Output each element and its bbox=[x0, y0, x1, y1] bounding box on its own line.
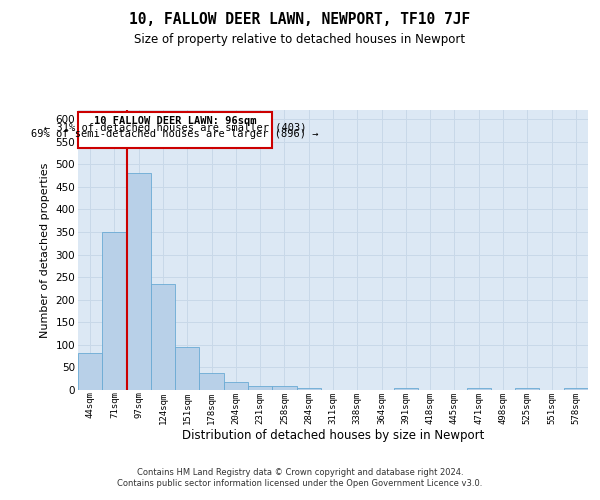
FancyBboxPatch shape bbox=[78, 112, 272, 148]
Text: 69% of semi-detached houses are larger (896) →: 69% of semi-detached houses are larger (… bbox=[31, 130, 319, 140]
Text: Size of property relative to detached houses in Newport: Size of property relative to detached ho… bbox=[134, 32, 466, 46]
Text: 10 FALLOW DEER LAWN: 96sqm: 10 FALLOW DEER LAWN: 96sqm bbox=[94, 116, 256, 126]
Bar bbox=[151, 284, 175, 390]
X-axis label: Distribution of detached houses by size in Newport: Distribution of detached houses by size … bbox=[182, 429, 484, 442]
Bar bbox=[175, 347, 199, 390]
Text: Contains HM Land Registry data © Crown copyright and database right 2024.
Contai: Contains HM Land Registry data © Crown c… bbox=[118, 468, 482, 487]
Text: 10, FALLOW DEER LAWN, NEWPORT, TF10 7JF: 10, FALLOW DEER LAWN, NEWPORT, TF10 7JF bbox=[130, 12, 470, 28]
Bar bbox=[127, 173, 151, 390]
Bar bbox=[564, 388, 588, 390]
Text: ← 31% of detached houses are smaller (403): ← 31% of detached houses are smaller (40… bbox=[44, 122, 307, 132]
Bar bbox=[224, 382, 248, 390]
Bar bbox=[102, 232, 127, 390]
Bar bbox=[394, 388, 418, 390]
Bar bbox=[78, 353, 102, 390]
Bar bbox=[272, 386, 296, 390]
Bar bbox=[467, 388, 491, 390]
Y-axis label: Number of detached properties: Number of detached properties bbox=[40, 162, 50, 338]
Bar bbox=[515, 388, 539, 390]
Bar bbox=[248, 386, 272, 390]
Bar bbox=[199, 373, 224, 390]
Bar bbox=[296, 388, 321, 390]
